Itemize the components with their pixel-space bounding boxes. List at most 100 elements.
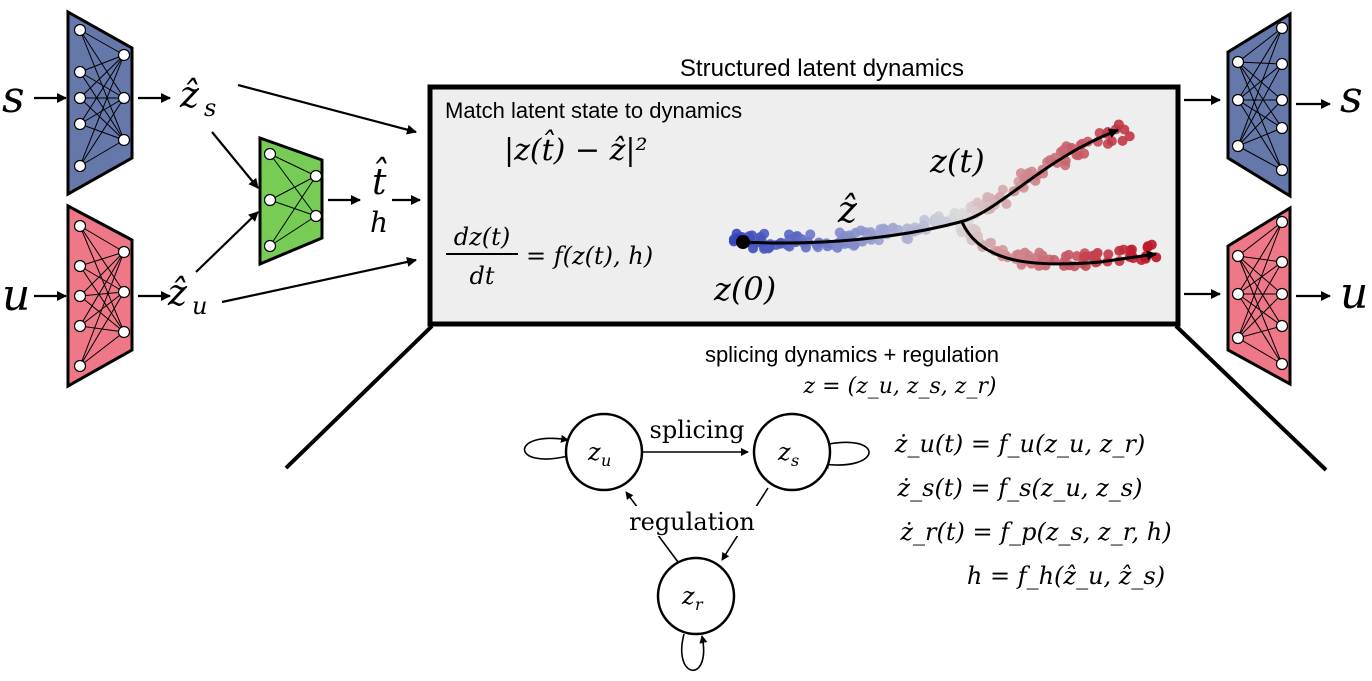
h-label: h xyxy=(370,206,388,239)
equation-2: ż_s(t) = f_s(z_u, z_s) xyxy=(897,474,1143,502)
network-node xyxy=(73,117,87,131)
scatter-point xyxy=(747,230,758,241)
output-s-label: s xyxy=(1340,72,1363,123)
network-node xyxy=(1275,93,1289,107)
svg-text:r: r xyxy=(695,595,704,614)
edge-label-regulation: regulation xyxy=(629,508,755,536)
node-zu xyxy=(564,412,644,492)
scatter-point xyxy=(1058,257,1069,268)
network-node xyxy=(117,285,131,299)
zhat-label: ẑ xyxy=(837,190,858,231)
node-zs-label: z s xyxy=(777,438,799,470)
scatter-point xyxy=(1063,249,1074,260)
scatter-point xyxy=(1126,244,1137,255)
scatter-point xyxy=(982,192,993,203)
network-node xyxy=(117,325,131,339)
ode-formula: dz(t) dt = f(z(t), h) xyxy=(446,223,653,290)
scatter-point xyxy=(1091,249,1102,260)
scatter-point xyxy=(933,215,944,226)
equations-block: ż_u(t) = f_u(z_u, z_r) ż_s(t) = f_s(z_u,… xyxy=(894,430,1172,590)
scatter-point xyxy=(822,241,833,252)
scatter-point xyxy=(1026,166,1037,177)
scatter-point xyxy=(832,242,843,253)
scatter-point xyxy=(1142,242,1153,253)
scatter-point xyxy=(1079,148,1090,159)
output-u-label: u xyxy=(1340,268,1368,319)
network-node xyxy=(1231,55,1245,69)
svg-text:s: s xyxy=(791,451,799,470)
scatter-point xyxy=(878,223,889,234)
network-node xyxy=(1275,287,1289,301)
zs-hat-label: ẑ s xyxy=(179,75,216,122)
network-node xyxy=(73,289,87,303)
node-zu-label: z u xyxy=(587,438,611,470)
node-zs xyxy=(752,412,832,492)
network-node xyxy=(1275,357,1289,371)
z0-label: z(0) xyxy=(713,270,776,308)
equation-3: ż_r(t) = f_p(z_s, z_r, h) xyxy=(899,518,1171,546)
svg-text:ẑ: ẑ xyxy=(167,273,188,314)
network-node xyxy=(73,219,87,233)
input-u-label: u xyxy=(2,270,30,321)
svg-text:z: z xyxy=(681,582,695,610)
scatter-point xyxy=(1058,145,1069,156)
network-node xyxy=(117,133,131,147)
network-node xyxy=(1231,93,1245,107)
scatter-point xyxy=(1015,168,1026,179)
network-node xyxy=(73,319,87,333)
scatter-point xyxy=(972,230,983,241)
scatter-point xyxy=(1119,124,1130,135)
svg-text:u: u xyxy=(192,292,207,320)
network-node xyxy=(117,245,131,259)
network-node xyxy=(73,159,87,173)
lower-heading: splicing dynamics + regulation xyxy=(705,342,999,367)
scatter-point xyxy=(1106,136,1117,147)
equation-4: h = f_h(ẑ_u, ẑ_s) xyxy=(967,562,1165,590)
network-node xyxy=(1275,57,1289,71)
scatter-point xyxy=(731,228,742,239)
zoom-lines xyxy=(284,324,1328,472)
network-node xyxy=(73,91,87,105)
network-node xyxy=(1275,319,1289,333)
svg-text:u: u xyxy=(601,451,611,470)
network-node xyxy=(1275,121,1289,135)
network-node xyxy=(73,23,87,37)
network-node xyxy=(117,48,131,62)
scatter-point xyxy=(1117,135,1128,146)
box-heading: Match latent state to dynamics xyxy=(445,98,742,123)
edge-label-splicing: splicing xyxy=(650,416,745,444)
network-node xyxy=(1275,21,1289,35)
scatter-point xyxy=(956,227,967,238)
main-title: Structured latent dynamics xyxy=(680,55,964,82)
latent-dynamics-box xyxy=(427,84,1181,327)
input-s-label: s xyxy=(2,72,25,123)
encoder-u xyxy=(66,203,134,389)
network-node xyxy=(1275,255,1289,269)
svg-text:= f(z(t), h): = f(z(t), h) xyxy=(526,242,653,270)
scatter-point xyxy=(969,205,980,216)
scatter-point xyxy=(1124,131,1135,142)
scatter-point xyxy=(972,197,983,208)
scatter-point xyxy=(805,229,816,240)
scatter-point xyxy=(1001,198,1012,209)
encoder-s xyxy=(66,9,134,197)
svg-text:ẑ: ẑ xyxy=(179,75,200,116)
scatter-point xyxy=(986,237,997,248)
network-node xyxy=(117,91,131,105)
scatter-point xyxy=(1080,251,1091,262)
svg-text:dz(t): dz(t) xyxy=(454,223,510,251)
network-node xyxy=(1231,287,1245,301)
trajectory-start-dot xyxy=(736,235,750,249)
loss-formula: |z(t̂) − ẑ|² xyxy=(504,129,648,168)
state-definition: z = (z_u, z_s, z_r) xyxy=(803,374,997,399)
decoder-u xyxy=(1226,205,1292,387)
network-node xyxy=(263,193,277,207)
node-zr-label: z r xyxy=(681,582,704,614)
pipeline-arrows xyxy=(34,83,1331,304)
zt-label: z(t) xyxy=(929,142,985,180)
encoder-t xyxy=(258,135,324,267)
network-node xyxy=(309,209,323,223)
scatter-point xyxy=(903,234,914,245)
svg-text:z: z xyxy=(587,438,601,466)
scatter-point xyxy=(1034,247,1045,258)
